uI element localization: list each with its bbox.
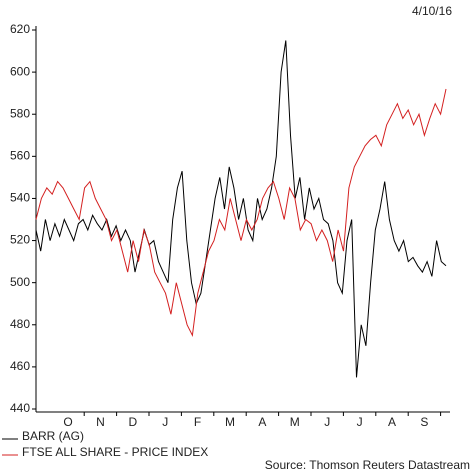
x-tick-label: A — [388, 415, 396, 429]
series-line — [35, 40, 447, 378]
series-line — [35, 88, 447, 337]
x-tick-label: A — [258, 415, 266, 429]
x-tick-label: J — [162, 415, 168, 429]
x-tick-label: J — [357, 415, 363, 429]
x-tick-label: F — [194, 415, 201, 429]
source: Source: Thomson Reuters Datastream — [265, 458, 470, 472]
x-tick-label: S — [420, 415, 428, 429]
y-tick-label: 460 — [10, 359, 30, 373]
x-tick-label: O — [63, 415, 72, 429]
y-tick-label: 620 — [10, 22, 30, 36]
x-tick-label: D — [128, 415, 137, 429]
y-tick-label: 480 — [10, 317, 30, 331]
y-tick-label: 540 — [10, 191, 30, 205]
y-tick-label: 580 — [10, 106, 30, 120]
x-tick-label: M — [225, 415, 235, 429]
date: 4/10/16 — [412, 4, 452, 18]
y-tick-label: 600 — [10, 64, 30, 78]
y-tick-label: 440 — [10, 401, 30, 415]
y-tick-label: 520 — [10, 233, 30, 247]
x-tick-label: M — [290, 415, 300, 429]
y-tick-label: 560 — [10, 149, 30, 163]
x-tick-label: J — [324, 415, 330, 429]
x-tick-label: N — [96, 415, 105, 429]
y-tick-label: 500 — [10, 275, 30, 289]
legend-label: FTSE ALL SHARE - PRICE INDEX — [22, 445, 208, 459]
legend-label: BARR (AG) — [22, 429, 84, 443]
